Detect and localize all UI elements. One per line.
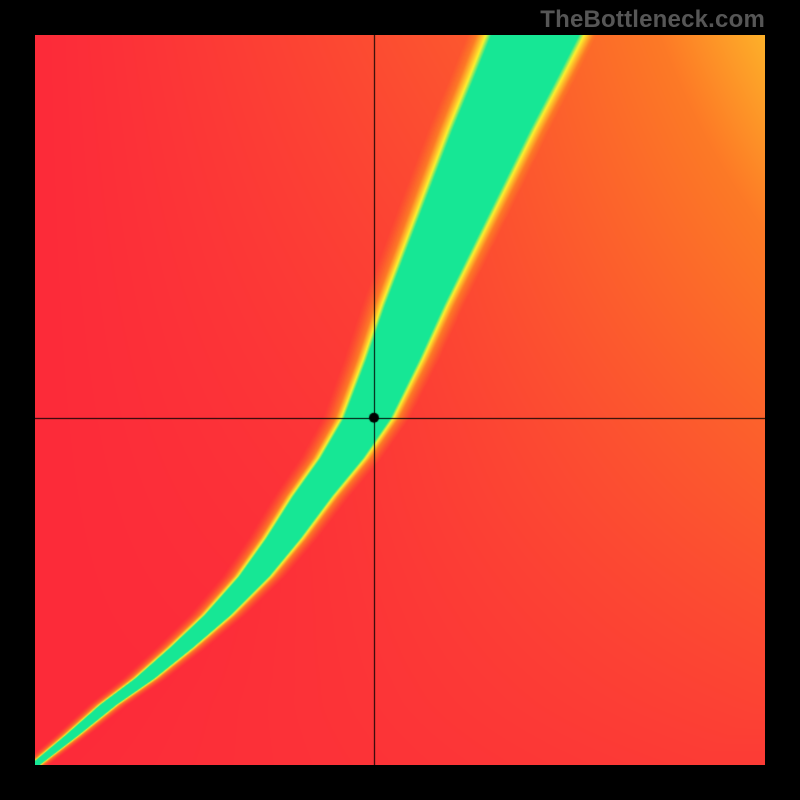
- chart-frame: TheBottleneck.com: [0, 0, 800, 800]
- watermark-text: TheBottleneck.com: [540, 6, 765, 34]
- heatmap-canvas: [35, 35, 765, 765]
